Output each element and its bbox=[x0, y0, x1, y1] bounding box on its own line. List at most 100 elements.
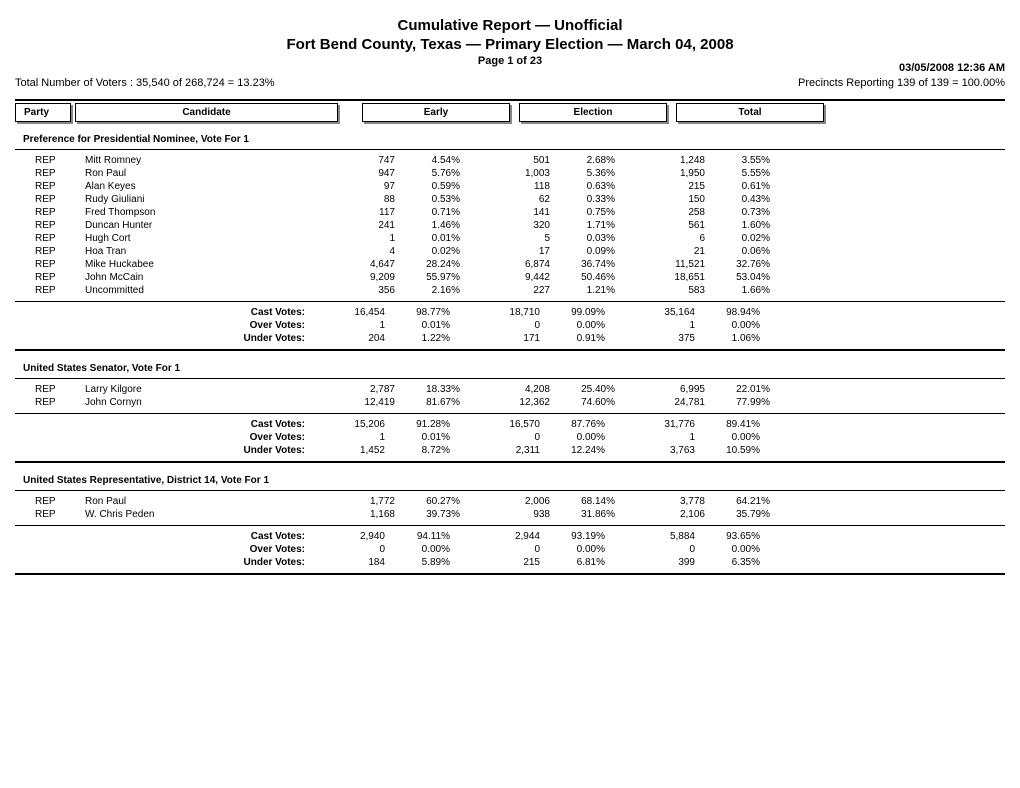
candidate-row: REPMike Huckabee4,64728.24%6,87436.74%11… bbox=[15, 258, 1005, 271]
candidate-row: REPAlan Keyes970.59%1180.63%2150.61% bbox=[15, 180, 1005, 193]
total-pct: 1.60% bbox=[705, 220, 770, 231]
contest-title: United States Representative, District 1… bbox=[23, 475, 1005, 486]
candidate-row: REPJohn McCain9,20955.97%9,44250.46%18,6… bbox=[15, 271, 1005, 284]
summary-label: Under Votes: bbox=[15, 445, 315, 456]
election-count: 9,442 bbox=[480, 272, 550, 283]
total-pct: 1.66% bbox=[705, 285, 770, 296]
col-party: Party bbox=[15, 103, 71, 122]
early-pct: 0.53% bbox=[395, 194, 460, 205]
rule bbox=[15, 149, 1005, 150]
candidate-name: Hugh Cort bbox=[85, 233, 325, 244]
summary-row-over: Over Votes:00.00%00.00%00.00% bbox=[15, 543, 1005, 556]
election-pct: 6.81% bbox=[540, 557, 605, 568]
early-count: 1,772 bbox=[325, 496, 395, 507]
summary-label: Under Votes: bbox=[15, 557, 315, 568]
summary-row-over: Over Votes:10.01%00.00%10.00% bbox=[15, 431, 1005, 444]
report-title-2: Fort Bend County, Texas — Primary Electi… bbox=[15, 36, 1005, 53]
early-pct: 1.22% bbox=[385, 333, 450, 344]
election-pct: 12.24% bbox=[540, 445, 605, 456]
candidate-row: REPHoa Tran40.02%170.09%210.06% bbox=[15, 245, 1005, 258]
total-count: 6,995 bbox=[635, 384, 705, 395]
meta-row: Total Number of Voters : 35,540 of 268,7… bbox=[15, 77, 1005, 89]
election-pct: 25.40% bbox=[550, 384, 615, 395]
election-pct: 2.68% bbox=[550, 155, 615, 166]
candidate-row: REPLarry Kilgore2,78718.33%4,20825.40%6,… bbox=[15, 383, 1005, 396]
election-count: 4,208 bbox=[480, 384, 550, 395]
early-pct: 91.28% bbox=[385, 419, 450, 430]
early-pct: 5.89% bbox=[385, 557, 450, 568]
early-pct: 0.01% bbox=[395, 233, 460, 244]
early-count: 356 bbox=[325, 285, 395, 296]
party: REP bbox=[15, 207, 85, 218]
summary-label: Cast Votes: bbox=[15, 419, 315, 430]
candidate-name: Uncommitted bbox=[85, 285, 325, 296]
early-pct: 0.59% bbox=[395, 181, 460, 192]
party: REP bbox=[15, 194, 85, 205]
total-voters: Total Number of Voters : 35,540 of 268,7… bbox=[15, 77, 275, 89]
candidate-row: REPW. Chris Peden1,16839.73%93831.86%2,1… bbox=[15, 508, 1005, 521]
candidate-row: REPDuncan Hunter2411.46%3201.71%5611.60% bbox=[15, 219, 1005, 232]
election-count: 2,944 bbox=[470, 531, 540, 542]
election-count: 17 bbox=[480, 246, 550, 257]
early-count: 2,787 bbox=[325, 384, 395, 395]
candidate-row: REPUncommitted3562.16%2271.21%5831.66% bbox=[15, 284, 1005, 297]
election-pct: 5.36% bbox=[550, 168, 615, 179]
early-pct: 98.77% bbox=[385, 307, 450, 318]
total-pct: 77.99% bbox=[705, 397, 770, 408]
total-count: 35,164 bbox=[625, 307, 695, 318]
early-pct: 0.71% bbox=[395, 207, 460, 218]
early-count: 12,419 bbox=[325, 397, 395, 408]
summary-row-under: Under Votes:1,4528.72%2,31112.24%3,76310… bbox=[15, 444, 1005, 457]
candidate-name: Ron Paul bbox=[85, 496, 325, 507]
election-count: 141 bbox=[480, 207, 550, 218]
summary-label: Over Votes: bbox=[15, 544, 315, 555]
election-count: 16,570 bbox=[470, 419, 540, 430]
election-count: 18,710 bbox=[470, 307, 540, 318]
election-count: 215 bbox=[470, 557, 540, 568]
total-count: 1 bbox=[625, 432, 695, 443]
election-pct: 99.09% bbox=[540, 307, 605, 318]
total-pct: 1.06% bbox=[695, 333, 760, 344]
party: REP bbox=[15, 233, 85, 244]
total-pct: 0.43% bbox=[705, 194, 770, 205]
column-headers: Party Candidate Early Election Total bbox=[15, 99, 1005, 122]
election-pct: 74.60% bbox=[550, 397, 615, 408]
election-pct: 0.91% bbox=[540, 333, 605, 344]
candidate-name: Larry Kilgore bbox=[85, 384, 325, 395]
early-pct: 18.33% bbox=[395, 384, 460, 395]
party: REP bbox=[15, 259, 85, 270]
early-pct: 28.24% bbox=[395, 259, 460, 270]
election-pct: 0.75% bbox=[550, 207, 615, 218]
total-count: 31,776 bbox=[625, 419, 695, 430]
election-count: 2,006 bbox=[480, 496, 550, 507]
total-pct: 0.06% bbox=[705, 246, 770, 257]
election-count: 501 bbox=[480, 155, 550, 166]
candidate-name: Fred Thompson bbox=[85, 207, 325, 218]
total-pct: 64.21% bbox=[705, 496, 770, 507]
candidate-row: REPMitt Romney7474.54%5012.68%1,2483.55% bbox=[15, 154, 1005, 167]
rule bbox=[15, 573, 1005, 575]
total-count: 21 bbox=[635, 246, 705, 257]
early-pct: 5.76% bbox=[395, 168, 460, 179]
early-pct: 8.72% bbox=[385, 445, 450, 456]
total-pct: 0.02% bbox=[705, 233, 770, 244]
summary-row-cast: Cast Votes:2,94094.11%2,94493.19%5,88493… bbox=[15, 530, 1005, 543]
total-count: 150 bbox=[635, 194, 705, 205]
summary-label: Under Votes: bbox=[15, 333, 315, 344]
summary-row-under: Under Votes:2041.22%1710.91%3751.06% bbox=[15, 332, 1005, 345]
election-count: 320 bbox=[480, 220, 550, 231]
total-count: 215 bbox=[635, 181, 705, 192]
rule bbox=[15, 525, 1005, 526]
candidate-name: Rudy Giuliani bbox=[85, 194, 325, 205]
total-pct: 53.04% bbox=[705, 272, 770, 283]
election-pct: 0.09% bbox=[550, 246, 615, 257]
candidate-row: REPJohn Cornyn12,41981.67%12,36274.60%24… bbox=[15, 396, 1005, 409]
election-pct: 68.14% bbox=[550, 496, 615, 507]
early-pct: 0.02% bbox=[395, 246, 460, 257]
total-count: 0 bbox=[625, 544, 695, 555]
rule bbox=[15, 349, 1005, 351]
contest-title: Preference for Presidential Nominee, Vot… bbox=[23, 134, 1005, 145]
candidate-name: Alan Keyes bbox=[85, 181, 325, 192]
election-count: 118 bbox=[480, 181, 550, 192]
election-pct: 0.00% bbox=[540, 320, 605, 331]
